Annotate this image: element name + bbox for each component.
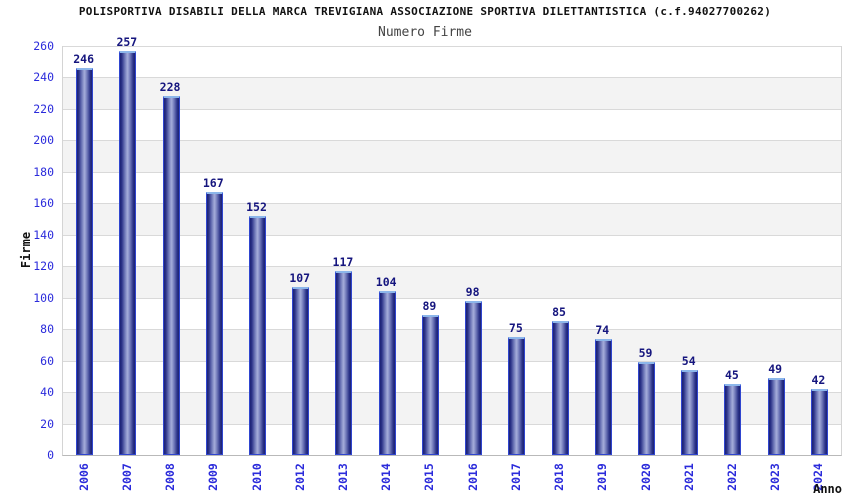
bar [335,270,353,455]
grid-band [63,171,841,204]
y-tick-label: 240 [33,70,54,85]
bar [767,377,785,455]
y-tick-label: 0 [47,448,54,462]
bar [465,300,483,455]
chart-title: POLISPORTIVA DISABILI DELLA MARCA TREVIG… [78,5,772,18]
bar-value-label: 167 [202,176,224,191]
y-tick-label: 40 [40,385,54,400]
grid-band [63,392,841,424]
y-tick-label: 140 [33,227,54,242]
bar [378,291,396,455]
bar-value-label: 75 [508,321,523,336]
bar-value-label: 117 [332,254,354,269]
bar-value-label: 104 [375,275,397,290]
grid-band [63,234,841,267]
bar [76,68,94,455]
x-tick-label: 2015 [422,463,437,491]
x-tick-label: 2017 [508,463,523,491]
bar [724,384,742,455]
x-tick-label: 2021 [681,463,696,491]
bar-value-label: 49 [768,361,783,376]
bar-value-label: 59 [638,346,653,361]
bar-value-label: 107 [289,270,311,285]
bar [421,314,439,455]
y-tick-label: 160 [33,196,54,211]
x-tick-label: 2008 [163,463,178,491]
bar [508,337,526,455]
grid-band [63,203,841,235]
y-tick-label: 260 [33,39,54,53]
x-tick-label: 2012 [292,463,307,491]
grid-band [63,360,841,393]
bar [205,192,223,455]
x-tick-label: 2016 [465,463,480,491]
bar [292,286,310,455]
bar [249,215,266,455]
bar-value-label: 54 [681,354,696,369]
bar [119,50,137,455]
y-axis-title: Firme [19,231,33,269]
y-tick-label: 100 [33,290,54,305]
x-tick-label: 2007 [119,463,134,491]
bar [551,321,569,455]
bar [810,388,828,455]
x-tick-label: 2019 [595,463,610,491]
grid-band [63,46,841,78]
bar-value-label: 246 [73,52,94,67]
x-tick-label: 2009 [206,463,221,491]
bar-value-label: 152 [246,199,267,214]
grid-band [63,297,841,330]
bar-value-label: 257 [116,34,138,49]
bar [681,370,699,455]
y-tick-label: 200 [33,133,54,148]
grid-band [63,329,841,361]
x-tick-label: 2018 [552,463,567,491]
chart-subtitle: Numero Firme [378,25,472,40]
x-axis-title: Anno [813,482,842,496]
x-tick-label: 2023 [768,463,783,491]
y-tick-label: 220 [33,101,54,116]
grid-band [63,266,841,298]
y-tick-label: 60 [40,353,54,368]
y-tick-label: 120 [33,259,54,274]
grid-band [63,77,841,109]
bar-value-label: 85 [552,305,566,320]
bar-value-label: 228 [159,80,181,95]
bar [162,96,180,455]
bar-value-label: 89 [422,298,437,313]
x-tick-label: 2006 [76,463,91,491]
x-tick-label: 2014 [379,463,394,491]
y-tick-label: 180 [33,164,54,179]
grid-band [63,140,841,172]
y-tick-label: 80 [40,322,54,337]
plot-area [62,46,842,456]
x-tick-label: 2020 [638,463,653,491]
bar [594,338,612,455]
bar-value-label: 98 [465,284,480,299]
grid-band [63,108,841,141]
x-tick-label: 2013 [335,463,350,491]
x-tick-label: 2010 [249,463,264,491]
bar [638,362,655,455]
y-tick-label: 20 [40,416,54,431]
bar-value-label: 45 [725,368,739,383]
bar-value-label: 74 [595,322,610,337]
grid-band [63,423,841,455]
x-tick-label: 2022 [724,463,739,491]
bar-value-label: 42 [811,372,826,387]
